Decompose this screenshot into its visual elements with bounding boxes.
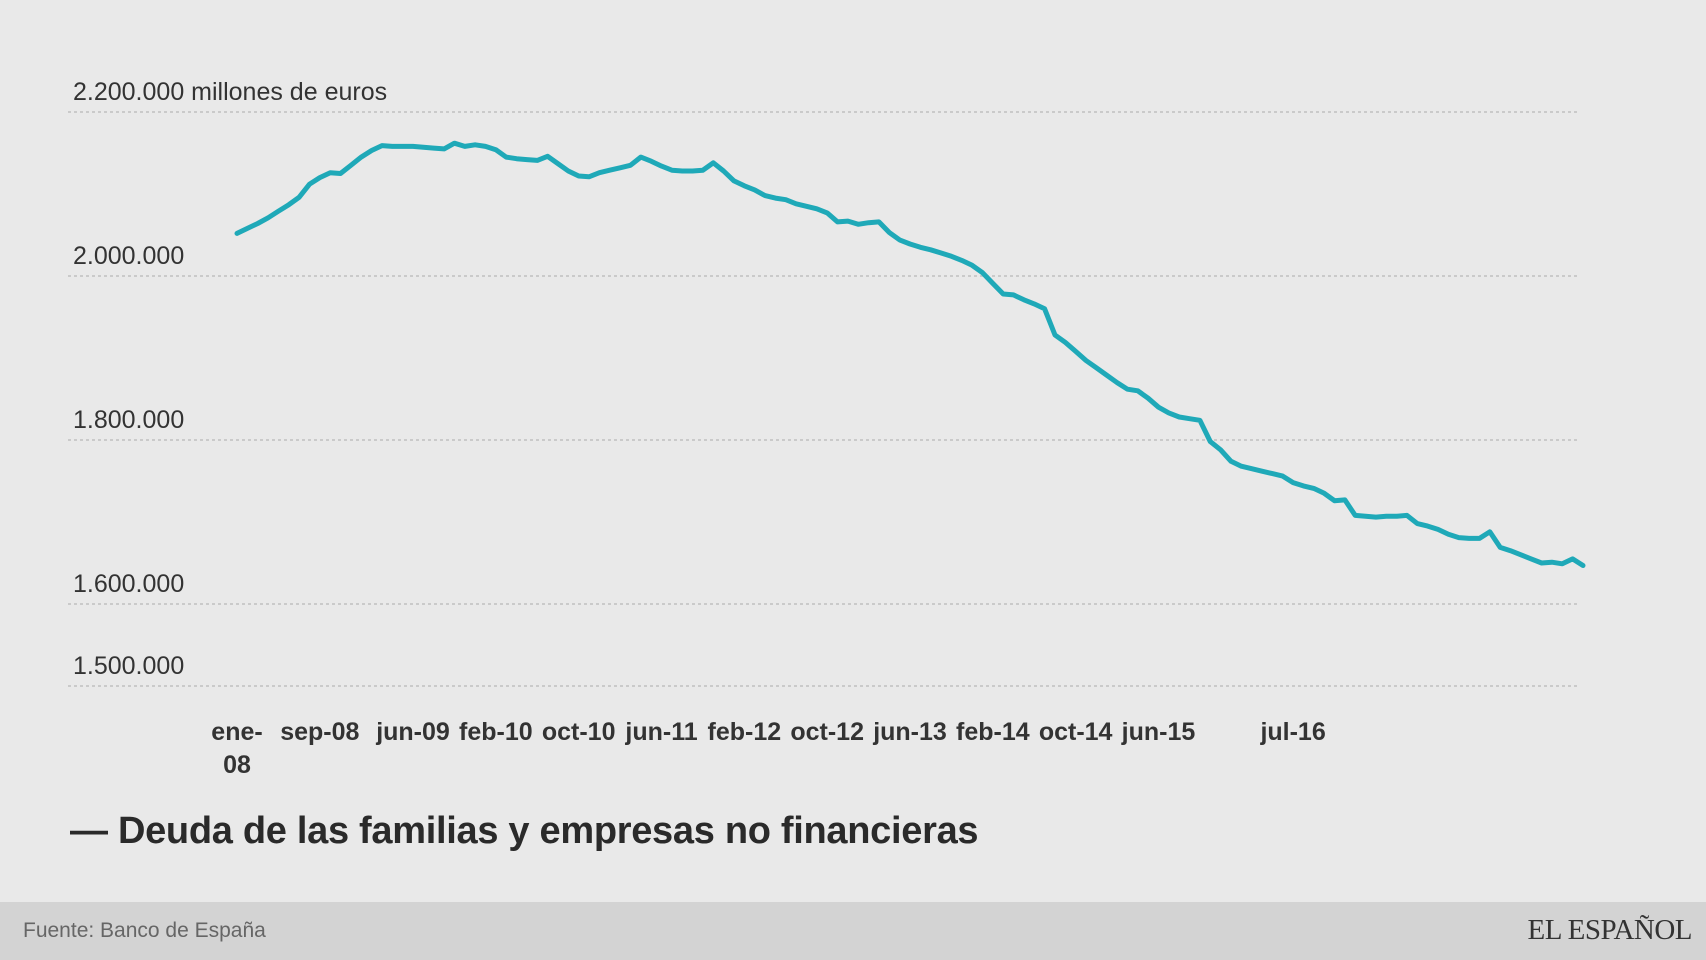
line-chart: 1.500.000 1.600.000 1.800.000 2.000.000 2.20… [68,78,1586,779]
y-tick-label: 1.800.000 [73,406,184,434]
y-tick-label: 1.600.000 [73,570,184,598]
el-espanol-logo: EL ESPAÑOL [1527,914,1693,946]
x-tick-label: feb-10 [459,718,533,746]
chart-canvas: 1.500.000 1.600.000 1.800.000 2.000.000 2.20… [68,78,1586,779]
x-tick-label: oct-14 [1039,718,1113,746]
y-tick-label: 2.000.000 [73,242,184,270]
x-tick-label: feb-12 [708,718,782,746]
y-tick-label: 2.200.000 millones de euros [73,78,387,106]
x-tick-label: jun-11 [624,718,697,746]
x-tick-label: jun-15 [1121,718,1196,746]
series-line [234,140,1586,568]
x-tick-label: oct-10 [542,718,616,746]
y-tick-label: 1.500.000 [73,652,184,680]
x-tick-label: oct-12 [790,718,864,746]
x-tick-label: jun-13 [872,718,947,746]
x-tick-label: sep-08 [280,718,359,746]
legend-label: — Deuda de las familias y empresas no fi… [70,810,979,852]
x-tick-label: jun-09 [375,718,450,746]
footer-bar: Fuente: Banco de España EL ESPAÑOL [0,902,1706,960]
x-tick-label: jul-16 [1259,718,1325,746]
x-tick-label: ene-08 [211,718,262,779]
source-note: Fuente: Banco de España [23,919,266,942]
x-tick-label: feb-14 [956,718,1030,746]
